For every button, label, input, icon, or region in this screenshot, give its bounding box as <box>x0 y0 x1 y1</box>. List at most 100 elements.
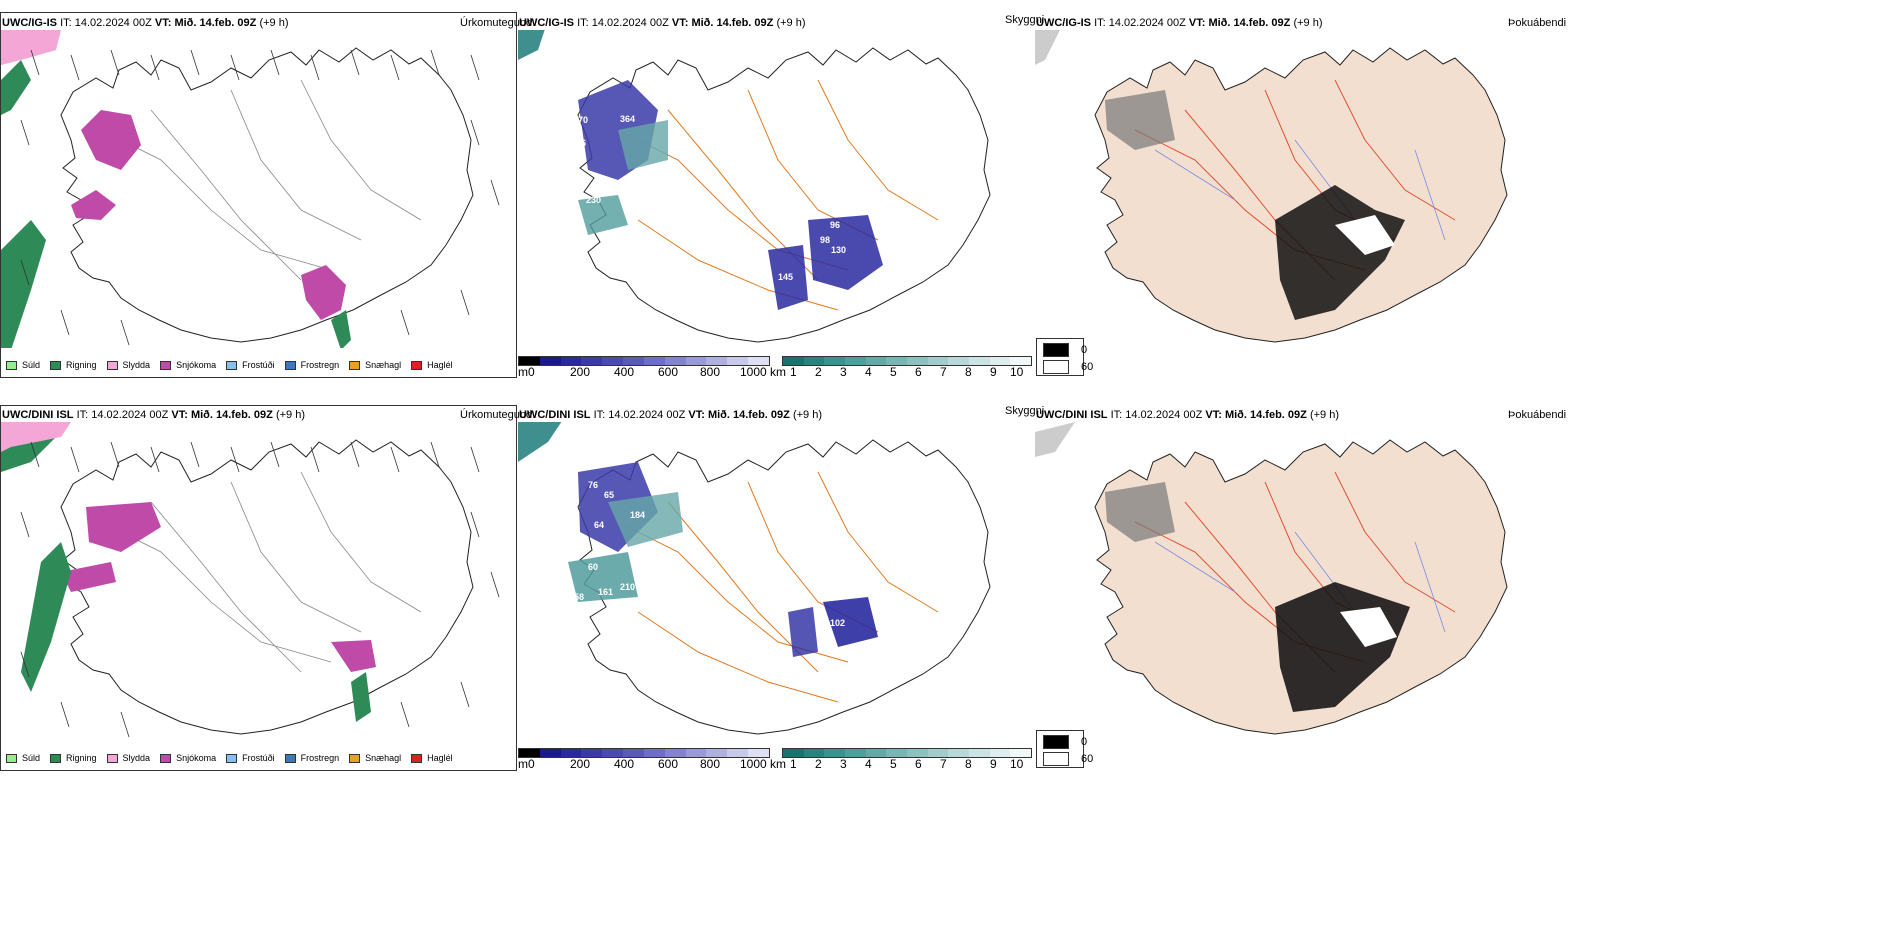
visibility-tick: 8 <box>965 757 972 771</box>
swatch <box>349 360 361 370</box>
visibility-tick: 7 <box>940 365 947 379</box>
legend-item-snjokoma: Snjókoma <box>160 360 216 370</box>
cloud-label: 119 <box>866 670 881 680</box>
visibility-tick: 3 <box>840 757 847 771</box>
visibility-unit: km <box>770 757 786 771</box>
ceiling-bar-seg <box>581 357 603 365</box>
ceiling-bar-seg <box>685 749 707 757</box>
vt-label: VT: <box>688 409 705 421</box>
legend-item-frostudi: Frostúði <box>226 360 275 370</box>
precip-map-svg <box>1 30 500 348</box>
visibility-tick: 2 <box>815 365 822 379</box>
cloud-map-svg <box>518 30 991 343</box>
it-value: 14.02.2024 00Z <box>74 17 152 29</box>
fog-header-row2: UWC/DINI ISL IT: 14.02.2024 00Z VT: Mið.… <box>1036 409 1339 421</box>
visibility-bar-seg <box>989 749 1011 757</box>
visibility-bar-seg <box>845 749 866 757</box>
offset: (+9 h) <box>792 409 822 421</box>
ceiling-tick: 0 <box>528 365 535 379</box>
cloud-label: 96 <box>830 220 841 230</box>
ceiling-bar-seg <box>664 749 686 757</box>
visibility-bar-seg <box>824 357 846 365</box>
visibility-bar-seg <box>907 749 928 757</box>
precip-map-row2 <box>1 422 516 740</box>
cloud-header-row2: UWC/DINI ISL IT: 14.02.2024 00Z VT: Mið.… <box>519 409 822 421</box>
legend-item-frostregn: Frostregn <box>284 360 340 370</box>
ceiling-bar-seg <box>727 357 749 365</box>
fog-legend-item: 0 <box>1043 735 1087 749</box>
legend-item-snaehagl: Snæhagl <box>349 753 401 763</box>
visibility-unit: km <box>770 365 786 379</box>
swatch <box>160 753 172 763</box>
cloud-label: 161 <box>598 587 614 597</box>
visibility-bar-seg <box>783 749 804 757</box>
it-label: IT: <box>1094 17 1106 29</box>
cloud-label: 76 <box>588 480 599 490</box>
it-label: IT: <box>60 17 72 29</box>
legend-item-snaehagl: Snæhagl <box>349 360 401 370</box>
legend-item-sudd: Súld <box>6 753 40 763</box>
offset: (+9 h) <box>1309 409 1339 421</box>
visibility-bar-seg <box>783 357 804 365</box>
fog-legend-label: 60 <box>1081 753 1094 765</box>
fog-map-row2 <box>1035 422 1550 740</box>
legend-item-slydda: Slydda <box>106 360 151 370</box>
cloud-map-svg <box>518 422 991 735</box>
model-name: UWC/IG-IS <box>1036 17 1091 29</box>
swatch <box>349 753 361 763</box>
legend-label: Haglél <box>427 753 453 763</box>
cloud-label: 230 <box>586 195 602 205</box>
ceiling-tick: 1000 <box>740 365 767 379</box>
it-label: IT: <box>76 409 89 421</box>
ceiling-bar-seg <box>748 357 769 365</box>
legend-item-slydda: Slydda <box>106 753 150 763</box>
vt-label: VT: <box>1188 17 1206 29</box>
model-name: UWC/DINI ISL <box>2 409 74 421</box>
swatch <box>284 360 296 370</box>
ceiling-bar-seg <box>664 357 686 365</box>
visibility-tick: 5 <box>890 757 897 771</box>
precip-legend-row1: Súld Rigning Slydda Snjókoma Frostúði Fr… <box>6 360 463 370</box>
visibility-tick: 10 <box>1010 365 1024 379</box>
cloud-label: 76 <box>866 278 877 288</box>
legend-label: Frostregn <box>300 360 340 370</box>
vt-value: Mið. 14.feb. 09Z <box>1208 17 1291 29</box>
ceiling-bar-seg <box>581 749 603 757</box>
ceiling-bar-seg <box>539 749 561 757</box>
legend-item-haglel: Haglél <box>411 360 453 370</box>
visibility-tick: 4 <box>865 757 872 771</box>
precip-panel-frame-row1 <box>0 12 517 378</box>
visibility-tick: 4 <box>865 365 872 379</box>
visibility-bar-seg <box>989 357 1011 365</box>
fog-map-svg <box>1035 30 1508 343</box>
swatch <box>50 360 62 370</box>
cloud-label: 70 <box>578 115 589 125</box>
cloud-map-row1: 70 364 46 230 96 98 130 145 76 <box>518 30 1033 348</box>
legend-label: Súld <box>22 360 41 370</box>
swatch <box>411 753 423 763</box>
ceiling-bar-seg <box>748 749 769 757</box>
swatch <box>411 360 423 370</box>
ceiling-bar-seg <box>519 749 540 757</box>
vt-label: VT: <box>154 17 172 29</box>
swatch <box>284 753 296 763</box>
precip-map-row1 <box>1 30 516 348</box>
legend-label: Snjókoma <box>176 753 217 763</box>
model-name: UWC/IG-IS <box>519 17 574 29</box>
cloud-labels-row2: 175 83 76 65 184 64 60 58 161 210 102 99… <box>518 422 1033 740</box>
ceiling-bar-seg <box>643 749 665 757</box>
fog-swatch <box>1043 360 1069 374</box>
ceiling-tick: 0 <box>528 757 535 771</box>
model-name: UWC/DINI ISL <box>1036 409 1108 421</box>
ceiling-bar-seg <box>560 749 582 757</box>
fog-swatch <box>1043 735 1069 749</box>
fog-legend-item: 0 <box>1043 343 1087 357</box>
visibility-tick: 9 <box>990 365 997 379</box>
ceiling-bar-seg <box>602 357 624 365</box>
ceiling-tick: 400 <box>614 757 635 771</box>
visibility-tick: 5 <box>890 365 897 379</box>
offset: (+9 h) <box>1293 17 1323 29</box>
legend-label: Frostúði <box>242 360 275 370</box>
fog-legend-label: 0 <box>1081 736 1088 748</box>
legend-label: Slydda <box>122 360 151 370</box>
